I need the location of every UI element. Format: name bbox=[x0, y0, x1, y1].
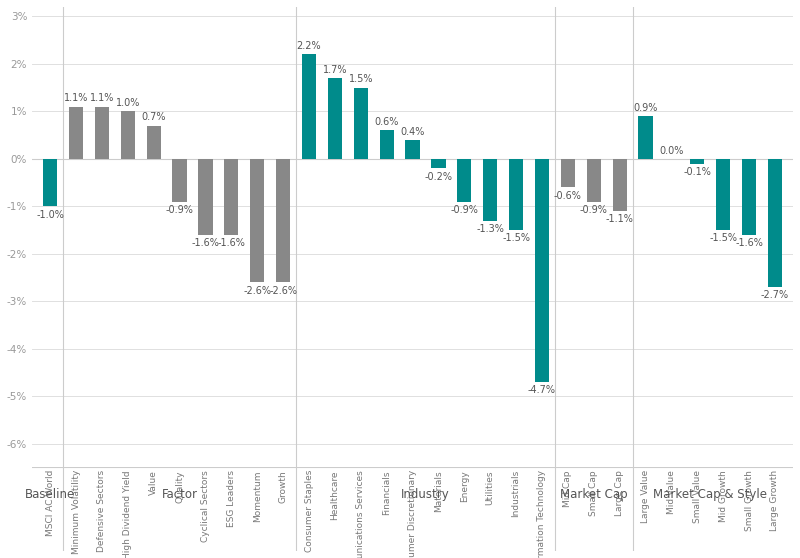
Text: 1.7%: 1.7% bbox=[322, 65, 347, 75]
Bar bbox=[43, 159, 58, 206]
Bar bbox=[224, 159, 238, 235]
Bar bbox=[586, 159, 601, 201]
Text: Industry: Industry bbox=[401, 488, 450, 501]
Text: -2.6%: -2.6% bbox=[243, 286, 271, 296]
Bar bbox=[69, 107, 83, 159]
Bar bbox=[121, 112, 135, 159]
Bar bbox=[406, 140, 420, 159]
Bar bbox=[483, 159, 498, 220]
Text: -1.3%: -1.3% bbox=[476, 224, 504, 234]
Text: -1.0%: -1.0% bbox=[36, 210, 64, 220]
Text: Market Cap & Style: Market Cap & Style bbox=[654, 488, 767, 501]
Bar bbox=[146, 126, 161, 159]
Text: 0.6%: 0.6% bbox=[374, 117, 399, 127]
Text: -0.2%: -0.2% bbox=[425, 172, 453, 182]
Bar bbox=[613, 159, 626, 211]
Text: Baseline: Baseline bbox=[25, 488, 75, 501]
Text: 2.2%: 2.2% bbox=[297, 41, 322, 51]
Text: Factor: Factor bbox=[162, 488, 198, 501]
Bar bbox=[250, 159, 264, 282]
Text: -1.5%: -1.5% bbox=[709, 233, 737, 243]
Bar bbox=[173, 159, 186, 201]
Bar bbox=[561, 159, 575, 187]
Text: -0.9%: -0.9% bbox=[450, 205, 478, 215]
Text: 1.0%: 1.0% bbox=[116, 98, 140, 108]
Text: -2.7%: -2.7% bbox=[761, 290, 789, 300]
Text: -0.6%: -0.6% bbox=[554, 191, 582, 201]
Text: -4.7%: -4.7% bbox=[528, 385, 556, 395]
Bar bbox=[458, 159, 471, 201]
Text: Market Cap: Market Cap bbox=[560, 488, 627, 501]
Bar bbox=[638, 116, 653, 159]
Bar bbox=[768, 159, 782, 287]
Bar bbox=[535, 159, 549, 382]
Text: 0.0%: 0.0% bbox=[659, 146, 683, 156]
Text: 1.1%: 1.1% bbox=[90, 93, 114, 103]
Text: -2.6%: -2.6% bbox=[269, 286, 297, 296]
Bar bbox=[716, 159, 730, 230]
Text: -1.1%: -1.1% bbox=[606, 214, 634, 224]
Bar bbox=[302, 55, 316, 159]
Text: -1.5%: -1.5% bbox=[502, 233, 530, 243]
Text: 0.7%: 0.7% bbox=[142, 112, 166, 122]
Text: -0.9%: -0.9% bbox=[580, 205, 608, 215]
Text: 1.5%: 1.5% bbox=[349, 74, 373, 84]
Text: 0.9%: 0.9% bbox=[634, 103, 658, 113]
Text: -1.6%: -1.6% bbox=[218, 238, 246, 248]
Bar bbox=[431, 159, 446, 169]
Bar bbox=[328, 78, 342, 159]
Bar bbox=[198, 159, 213, 235]
Bar bbox=[276, 159, 290, 282]
Text: -0.9%: -0.9% bbox=[166, 205, 194, 215]
Bar bbox=[509, 159, 523, 230]
Bar bbox=[354, 88, 368, 159]
Text: -1.6%: -1.6% bbox=[735, 238, 763, 248]
Text: -0.1%: -0.1% bbox=[683, 167, 711, 177]
Text: -1.6%: -1.6% bbox=[191, 238, 219, 248]
Text: 0.4%: 0.4% bbox=[400, 127, 425, 137]
Bar bbox=[742, 159, 756, 235]
Text: 1.1%: 1.1% bbox=[64, 93, 88, 103]
Bar bbox=[690, 159, 705, 163]
Bar bbox=[379, 131, 394, 159]
Bar bbox=[95, 107, 109, 159]
